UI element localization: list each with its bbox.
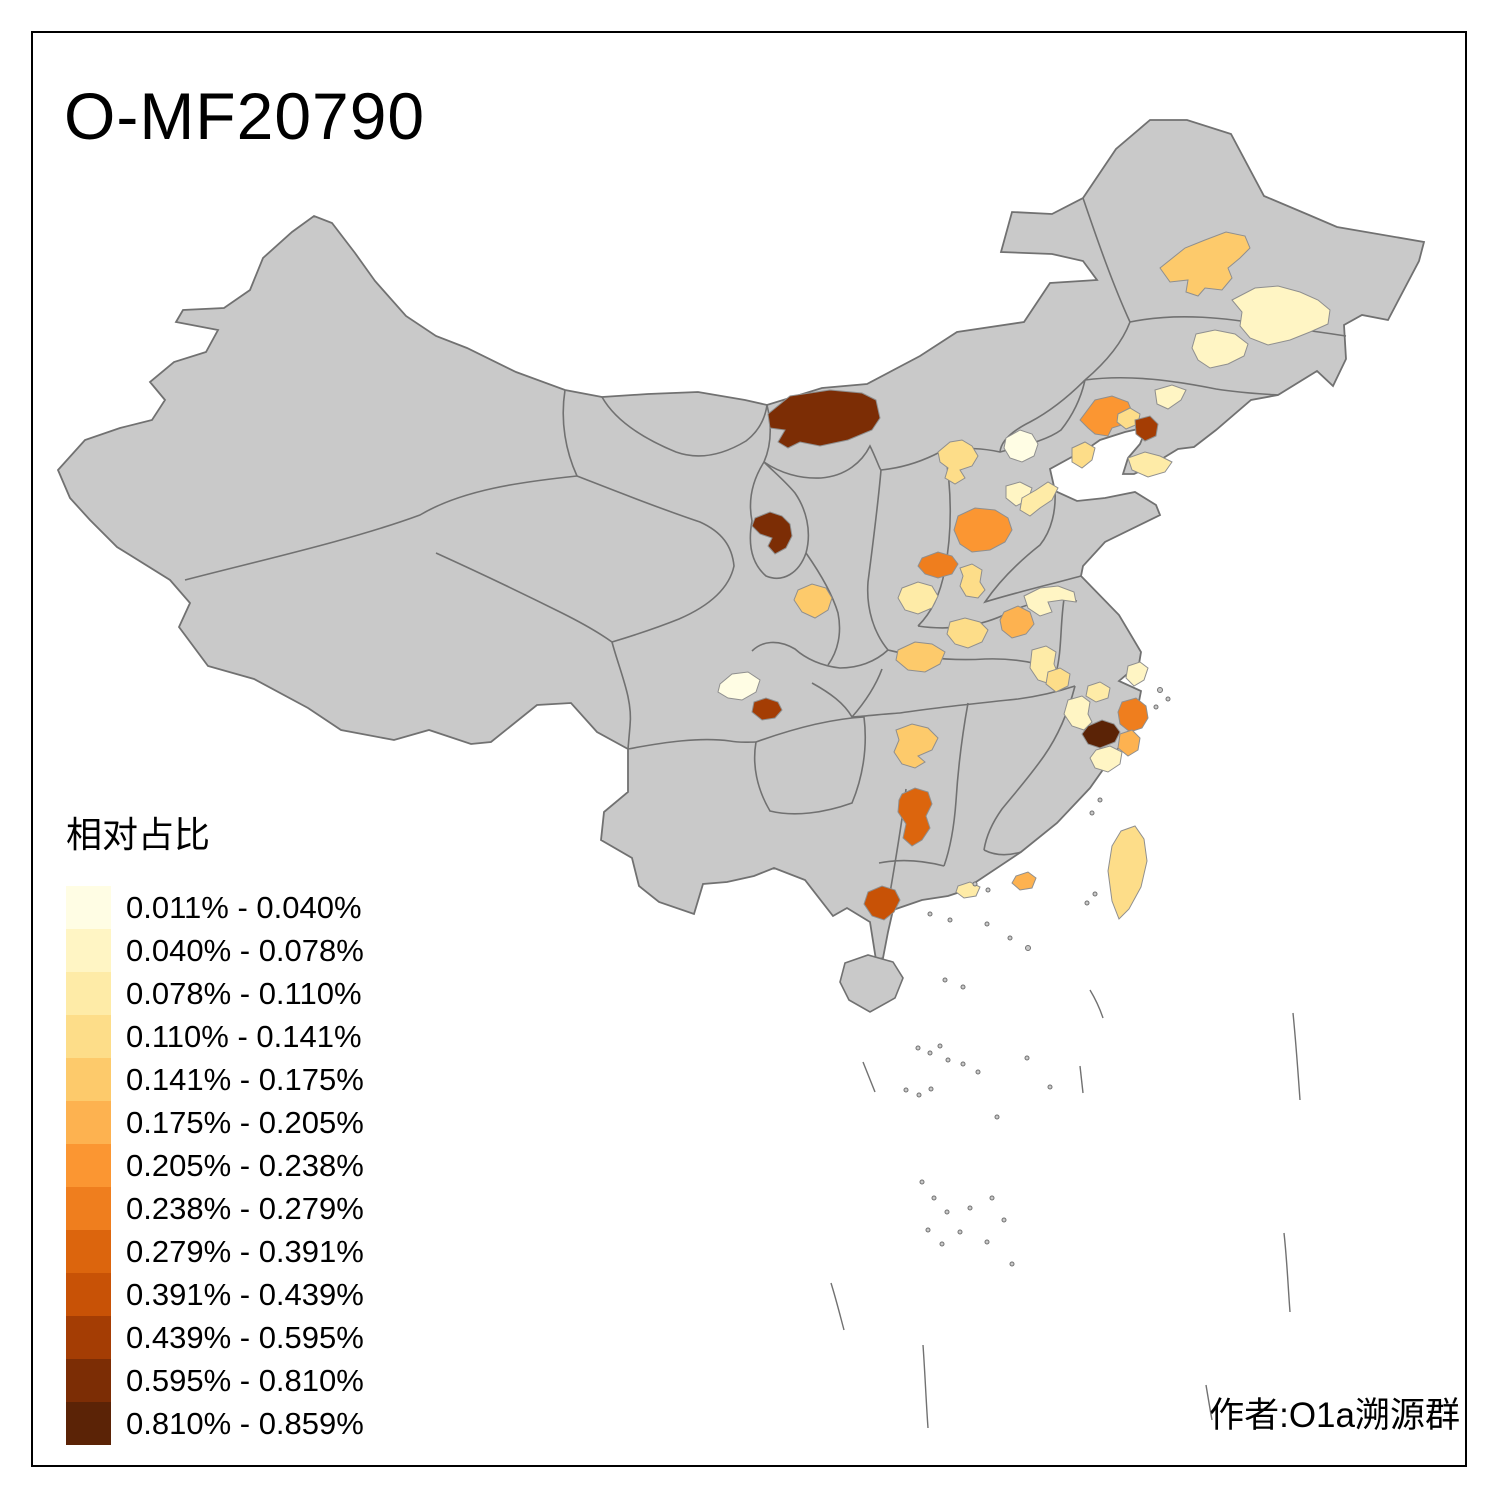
legend-item: 0.595% - 0.810%: [66, 1359, 364, 1402]
sea-boundary-dashes: [830, 989, 1301, 1429]
choropleth-regions: [717, 231, 1331, 921]
choropleth-region: [1127, 451, 1173, 478]
sea-islands: [903, 687, 1171, 1267]
legend-swatch: [66, 972, 111, 1015]
choropleth-region: [1125, 661, 1149, 687]
legend-item: 0.810% - 0.859%: [66, 1402, 364, 1445]
legend-label: 0.439% - 0.595%: [126, 1319, 364, 1355]
choropleth-region: [1085, 681, 1111, 703]
choropleth-region: [1045, 667, 1071, 693]
legend-item: 0.110% - 0.141%: [66, 1015, 364, 1058]
legend-label: 0.279% - 0.391%: [126, 1233, 364, 1269]
legend-label: 0.078% - 0.110%: [126, 975, 362, 1011]
choropleth-region: [1231, 285, 1331, 346]
legend-label: 0.141% - 0.175%: [126, 1061, 364, 1097]
attribution: 作者:O1a溯源群: [1209, 1396, 1460, 1435]
legend-label: 0.205% - 0.238%: [126, 1147, 364, 1183]
legend-swatch: [66, 1187, 111, 1230]
choropleth-region: [917, 551, 959, 579]
page-title: O-MF20790: [64, 79, 426, 153]
legend-swatch: [66, 1101, 111, 1144]
choropleth-region: [953, 507, 1013, 553]
mainland-outline: [56, 119, 1426, 962]
legend-label: 0.810% - 0.859%: [126, 1405, 364, 1441]
legend-swatch: [66, 1230, 111, 1273]
legend-swatch: [66, 929, 111, 972]
choropleth-region: [793, 583, 833, 619]
legend-label: 0.110% - 0.141%: [126, 1018, 362, 1054]
choropleth-region: [1011, 871, 1037, 891]
choropleth-region: [895, 641, 946, 673]
choropleth-region: [751, 511, 793, 555]
legend-swatch: [66, 886, 111, 929]
choropleth-region: [1071, 441, 1096, 469]
legend: 相对占比 0.011% - 0.040% 0.040% - 0.078% 0.0…: [66, 806, 364, 1445]
legend-title: 相对占比: [66, 814, 211, 855]
choropleth-region: [946, 617, 989, 649]
choropleth-region: [1117, 697, 1149, 733]
choropleth-region: [1154, 384, 1187, 410]
legend-swatch: [66, 1316, 111, 1359]
choropleth-region: [1117, 729, 1141, 757]
legend-item: 0.078% - 0.110%: [66, 972, 364, 1015]
legend-label: 0.040% - 0.078%: [126, 932, 364, 968]
legend-swatch: [66, 1058, 111, 1101]
legend-item: 0.238% - 0.279%: [66, 1187, 364, 1230]
legend-item: 0.279% - 0.391%: [66, 1230, 364, 1273]
legend-item: 0.175% - 0.205%: [66, 1101, 364, 1144]
legend-item: 0.205% - 0.238%: [66, 1144, 364, 1187]
legend-item: 0.141% - 0.175%: [66, 1058, 364, 1101]
legend-swatch: [66, 1402, 111, 1445]
choropleth-region: [767, 389, 881, 449]
choropleth-region: [999, 605, 1035, 639]
legend-label: 0.011% - 0.040%: [126, 889, 362, 925]
legend-swatch: [66, 1015, 111, 1058]
choropleth-region: [897, 581, 939, 615]
choropleth-region: [1081, 719, 1121, 749]
choropleth-region: [1003, 429, 1039, 463]
legend-swatch: [66, 1359, 111, 1402]
choropleth-region: [863, 885, 901, 921]
legend-swatch: [66, 1144, 111, 1187]
legend-label: 0.238% - 0.279%: [126, 1190, 364, 1226]
hainan-island: [839, 954, 904, 1013]
choropleth-region: [937, 439, 979, 485]
legend-label: 0.175% - 0.205%: [126, 1104, 364, 1140]
choropleth-region: [1019, 481, 1059, 517]
choropleth-region: [1159, 231, 1251, 297]
choropleth-region: [1023, 585, 1077, 617]
choropleth-region: [959, 563, 986, 599]
legend-item: 0.439% - 0.595%: [66, 1316, 364, 1359]
choropleth-region: [717, 671, 761, 701]
choropleth-region: [897, 787, 933, 847]
legend-label: 0.391% - 0.439%: [126, 1276, 364, 1312]
legend-label: 0.595% - 0.810%: [126, 1362, 364, 1398]
legend-item: 0.391% - 0.439%: [66, 1273, 364, 1316]
legend-item: 0.011% - 0.040%: [66, 886, 364, 929]
choropleth-region: [1063, 695, 1093, 731]
legend-item: 0.040% - 0.078%: [66, 929, 364, 972]
choropleth-region: [1134, 415, 1159, 442]
choropleth-region: [893, 723, 939, 769]
taiwan-region: [1107, 825, 1148, 920]
choropleth-region: [1089, 745, 1123, 773]
choropleth-region: [751, 697, 783, 721]
choropleth-region: [1191, 329, 1249, 369]
legend-swatch: [66, 1273, 111, 1316]
